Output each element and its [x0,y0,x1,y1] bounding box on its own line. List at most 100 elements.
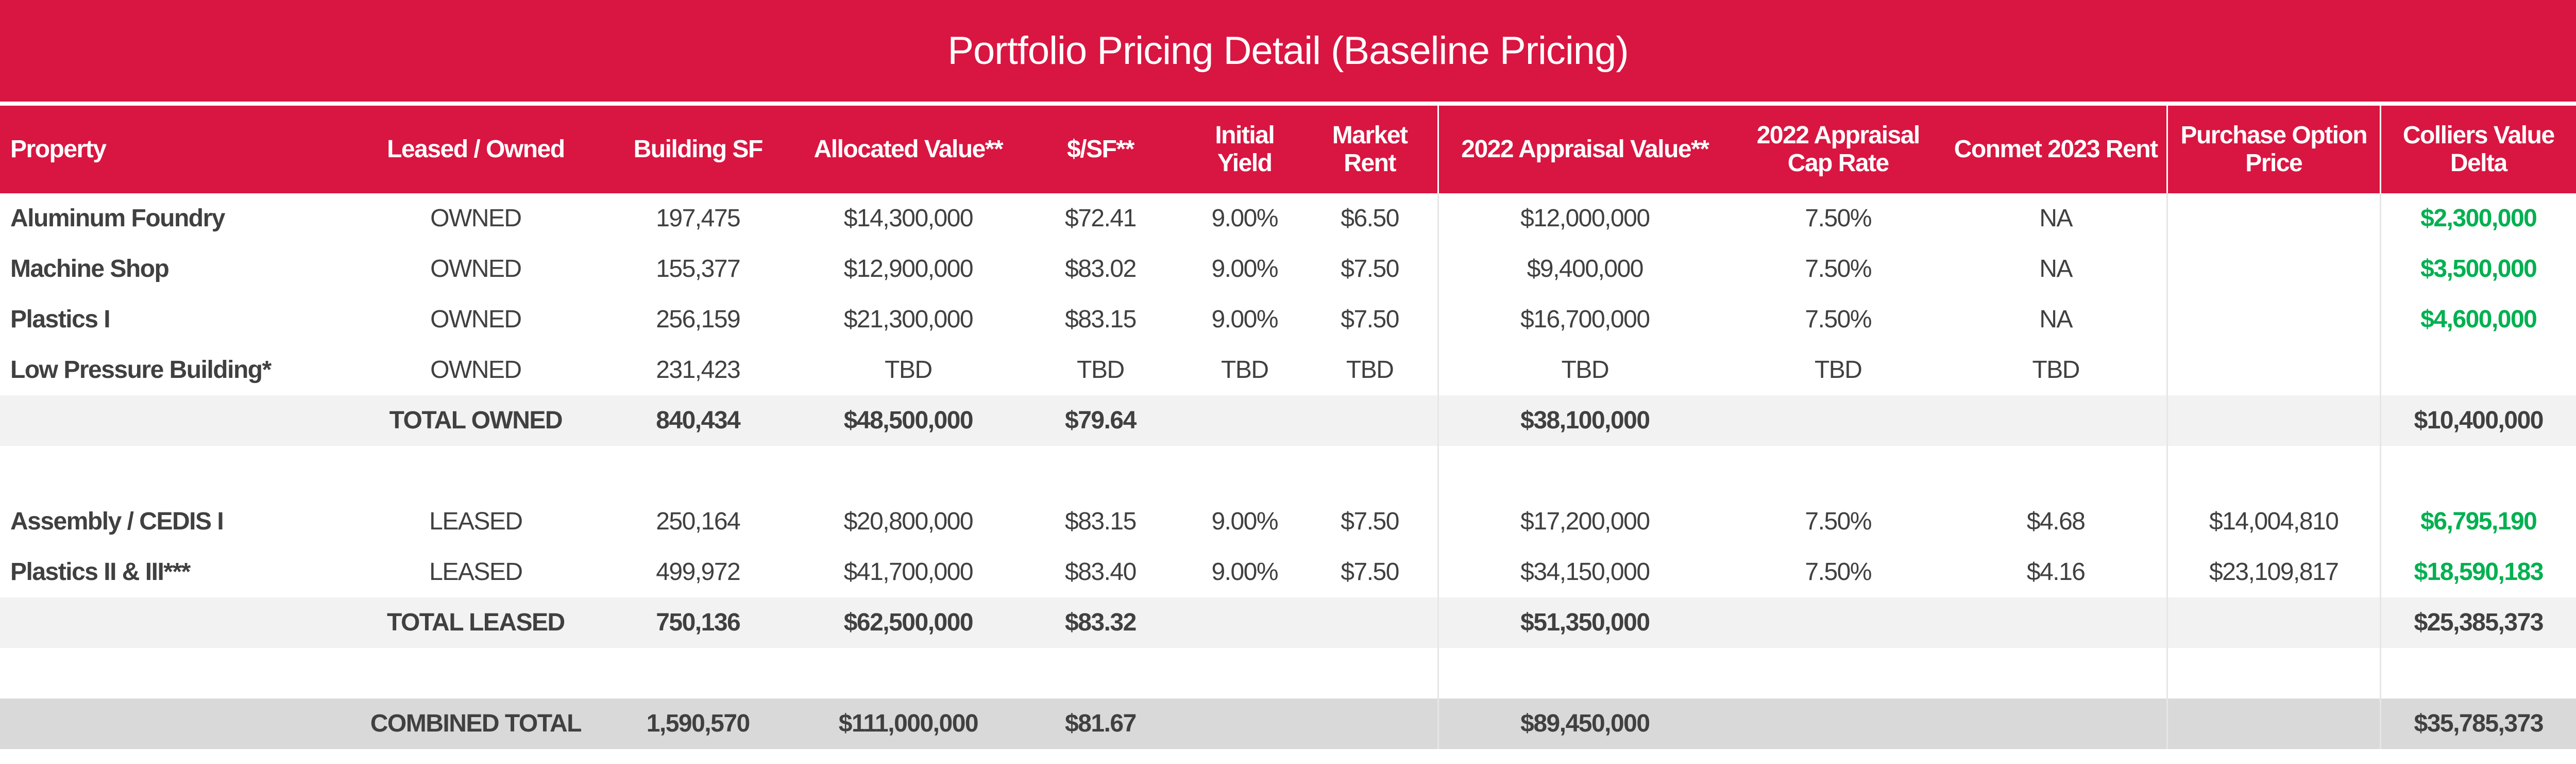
cell-allocated-value: $48,500,000 [843,407,974,435]
cell-colliers-value-delta: $2,300,000 [2379,193,2576,244]
cell-2022-appraisal-cap-rate [1731,597,1945,648]
column-header-leased-owned: Leased / Owned [387,136,565,163]
cell-property [0,699,358,749]
cell-2022-appraisal-cap-rate [1731,699,1945,749]
cell-property: Assembly / CEDIS I [10,508,224,536]
cell-initial-yield [1187,699,1302,749]
cell-purchase-option-price: $14,004,810 [2166,496,2380,547]
cell-building-sf: 840,434 [656,407,741,435]
cell-market-rent [1302,699,1437,749]
cell-market-rent: $7.50 [1341,558,1399,586]
cell-building-sf: 499,972 [656,558,741,586]
cell-market-rent: $7.50 [1341,255,1399,283]
cell-sf: $83.15 [1065,508,1137,536]
cell-initial-yield: TBD [1221,356,1269,384]
combined-row: COMBINED TOTAL 1,590,570 $111,000,000 $81.6… [0,699,2576,749]
cell-market-rent [1302,446,1437,496]
cell-purchase-option-price [2166,648,2380,699]
cell-conmet-2023-rent [1945,597,2166,648]
cell-conmet-2023-rent: $4.68 [2026,508,2086,536]
cell-property: Machine Shop [10,255,170,283]
cell-sf: $83.40 [1065,558,1137,586]
cell-property: Plastics I [10,306,111,334]
cell-sf: $72.41 [1065,205,1137,232]
cell-colliers-value-delta [2379,345,2576,395]
cell-market-rent: $7.50 [1341,306,1399,334]
cell-sf: TBD [1077,356,1125,384]
table-row: Assembly / CEDIS I LEASED 250,164 $20,800,0… [0,496,2576,547]
cell-allocated-value: $111,000,000 [838,710,979,738]
table-row: Plastics II & III*** LEASED 499,972 $41,700… [0,547,2576,597]
cell-colliers-value-delta: $6,795,190 [2379,496,2576,547]
cell-2022-appraisal-value [1437,648,1731,699]
cell-leased-owned: LEASED [429,508,523,536]
cell-conmet-2023-rent [1945,446,2166,496]
cell-initial-yield: 9.00% [1211,306,1278,334]
cell-2022-appraisal-value: $9,400,000 [1437,244,1731,294]
column-header-colliers-value-delta: Colliers Value Delta [2379,106,2576,193]
cell-allocated-value: TBD [885,356,933,384]
cell-2022-appraisal-value: $16,700,000 [1437,294,1731,345]
cell-property [0,648,358,699]
cell-property: Aluminum Foundry [10,205,225,232]
cell-purchase-option-price [2166,193,2380,244]
subtotal-row: TOTAL OWNED 840,434 $48,500,000 $79.64 $38,1… [0,395,2576,446]
cell-2022-appraisal-value [1437,446,1731,496]
cell-2022-appraisal-value: $34,150,000 [1437,547,1731,597]
cell-initial-yield: 9.00% [1211,255,1278,283]
cell-leased-owned [358,446,593,496]
cell-property: Low Pressure Building* [10,356,272,384]
cell-building-sf: 197,475 [656,205,741,232]
cell-property [0,597,358,648]
cell-market-rent: $6.50 [1341,205,1399,232]
cell-purchase-option-price [2166,395,2380,446]
cell-leased-owned: OWNED [430,306,522,334]
cell-allocated-value: $12,900,000 [843,255,974,283]
cell-2022-appraisal-value: $51,350,000 [1437,597,1731,648]
column-header-sf: $/SF** [1067,136,1134,163]
cell-purchase-option-price: $23,109,817 [2166,547,2380,597]
table-row: Plastics I OWNED 256,159 $21,300,000 $83.15 9… [0,294,2576,345]
cell-building-sf: 155,377 [656,255,741,283]
cell-2022-appraisal-value: $12,000,000 [1437,193,1731,244]
cell-2022-appraisal-cap-rate [1731,395,1945,446]
column-header-2022-appraisal-cap-rate: 2022 Appraisal Cap Rate [1756,122,1921,177]
cell-property: Plastics II & III*** [10,558,191,586]
cell-market-rent [1302,395,1437,446]
cell-2022-appraisal-value: TBD [1437,345,1731,395]
cell-purchase-option-price [2166,699,2380,749]
cell-leased-owned: LEASED [429,558,523,586]
cell-building-sf: 250,164 [656,508,741,536]
cell-leased-owned: OWNED [430,356,522,384]
cell-2022-appraisal-cap-rate: TBD [1814,356,1862,384]
cell-colliers-value-delta: $18,590,183 [2379,547,2576,597]
cell-2022-appraisal-cap-rate: 7.50% [1805,306,1872,334]
table-row: Low Pressure Building* OWNED 231,423 TBD TBD… [0,345,2576,395]
cell-colliers-value-delta: $25,385,373 [2379,597,2576,648]
cell-allocated-value: $41,700,000 [843,558,974,586]
cell-sf: $83.02 [1065,255,1137,283]
cell-market-rent [1302,597,1437,648]
cell-building-sf [594,648,803,699]
column-header-initial-yield: Initial Yield [1215,122,1275,177]
cell-initial-yield [1187,395,1302,446]
cell-purchase-option-price [2166,294,2380,345]
cell-building-sf: 231,423 [656,356,741,384]
cell-colliers-value-delta: $4,600,000 [2379,294,2576,345]
cell-initial-yield: 9.00% [1211,508,1278,536]
cell-conmet-2023-rent: TBD [2032,356,2080,384]
cell-building-sf: 1,590,570 [646,710,751,738]
cell-initial-yield [1187,597,1302,648]
cell-leased-owned [358,648,593,699]
cell-2022-appraisal-cap-rate: 7.50% [1805,205,1872,232]
cell-building-sf: 750,136 [656,609,741,637]
cell-2022-appraisal-value: $38,100,000 [1437,395,1731,446]
cell-purchase-option-price [2166,446,2380,496]
cell-initial-yield [1187,648,1302,699]
column-header-property: Property [10,136,107,163]
cell-conmet-2023-rent [1945,395,2166,446]
cell-2022-appraisal-cap-rate [1731,648,1945,699]
cell-market-rent [1302,648,1437,699]
cell-allocated-value [803,446,1014,496]
